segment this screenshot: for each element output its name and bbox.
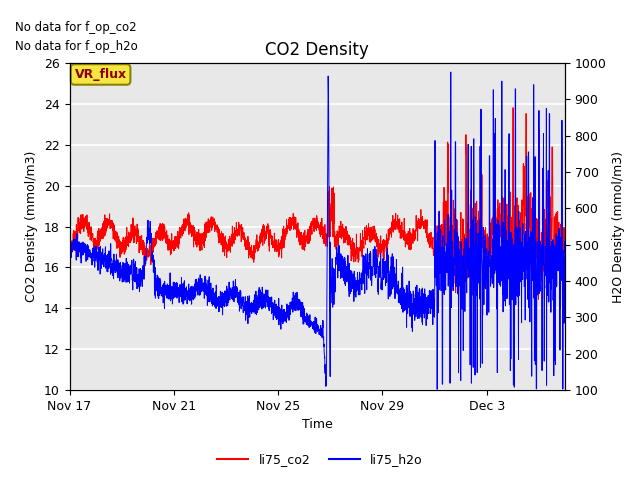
X-axis label: Time: Time <box>302 419 333 432</box>
Legend: li75_co2, li75_h2o: li75_co2, li75_h2o <box>212 448 428 471</box>
Y-axis label: CO2 Density (mmol/m3): CO2 Density (mmol/m3) <box>26 151 38 302</box>
Title: CO2 Density: CO2 Density <box>266 41 369 59</box>
Text: No data for f_op_h2o: No data for f_op_h2o <box>15 40 138 53</box>
Text: No data for f_op_co2: No data for f_op_co2 <box>15 21 137 34</box>
Text: VR_flux: VR_flux <box>74 68 127 81</box>
Y-axis label: H2O Density (mmol/m3): H2O Density (mmol/m3) <box>612 151 625 302</box>
